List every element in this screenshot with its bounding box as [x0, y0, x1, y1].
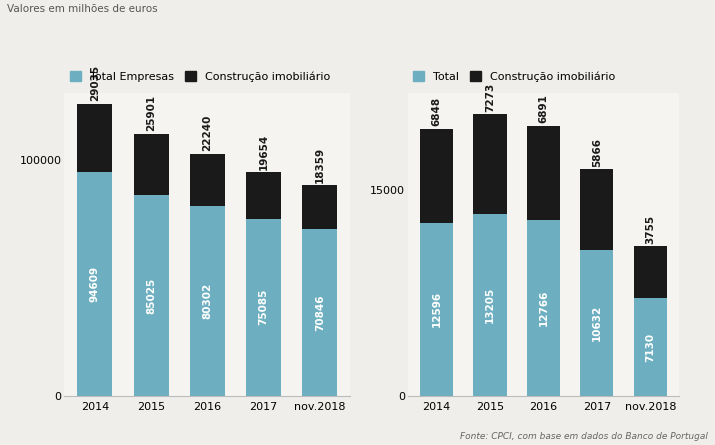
Text: 10632: 10632 — [592, 305, 602, 341]
Text: 94609: 94609 — [90, 266, 100, 302]
Bar — [633, 298, 667, 396]
Bar — [527, 220, 560, 396]
Bar — [473, 214, 506, 396]
Text: Valores em milhões de euros: Valores em milhões de euros — [7, 4, 158, 14]
Bar — [77, 104, 112, 172]
Bar — [302, 229, 337, 396]
Bar — [134, 195, 169, 396]
Bar — [302, 185, 337, 229]
Legend: Total, Construção imobiliário: Total, Construção imobiliário — [413, 71, 616, 82]
Text: 70846: 70846 — [315, 294, 325, 331]
Bar — [420, 223, 453, 396]
Bar — [246, 172, 281, 218]
Text: 7273: 7273 — [485, 83, 495, 112]
Text: 6891: 6891 — [538, 94, 548, 123]
Bar — [134, 134, 169, 195]
Bar — [246, 218, 281, 396]
Text: 5866: 5866 — [592, 138, 602, 167]
Text: 12766: 12766 — [538, 290, 548, 327]
Text: 13205: 13205 — [485, 287, 495, 324]
Legend: Total Empresas, Construção imobiliário: Total Empresas, Construção imobiliário — [70, 71, 330, 82]
Bar — [473, 114, 506, 214]
Text: 22240: 22240 — [202, 115, 212, 151]
Text: Fonte: CPCI, com base em dados do Banco de Portugal: Fonte: CPCI, com base em dados do Banco … — [460, 432, 708, 441]
Text: 29035: 29035 — [90, 65, 100, 101]
Bar — [190, 154, 225, 206]
Bar — [77, 172, 112, 396]
Text: 19654: 19654 — [259, 134, 269, 170]
Text: 7130: 7130 — [646, 332, 656, 362]
Text: 6848: 6848 — [431, 97, 441, 126]
Text: 25901: 25901 — [146, 95, 156, 131]
Text: 85025: 85025 — [146, 277, 156, 314]
Bar — [581, 250, 613, 396]
Text: 18359: 18359 — [315, 146, 325, 183]
Bar — [527, 125, 560, 220]
Text: 80302: 80302 — [202, 283, 212, 319]
Text: 75085: 75085 — [259, 289, 269, 325]
Text: 12596: 12596 — [431, 291, 441, 328]
Bar — [420, 129, 453, 223]
Bar — [581, 169, 613, 250]
Text: 3755: 3755 — [646, 215, 656, 244]
Bar — [190, 206, 225, 396]
Bar — [633, 247, 667, 298]
